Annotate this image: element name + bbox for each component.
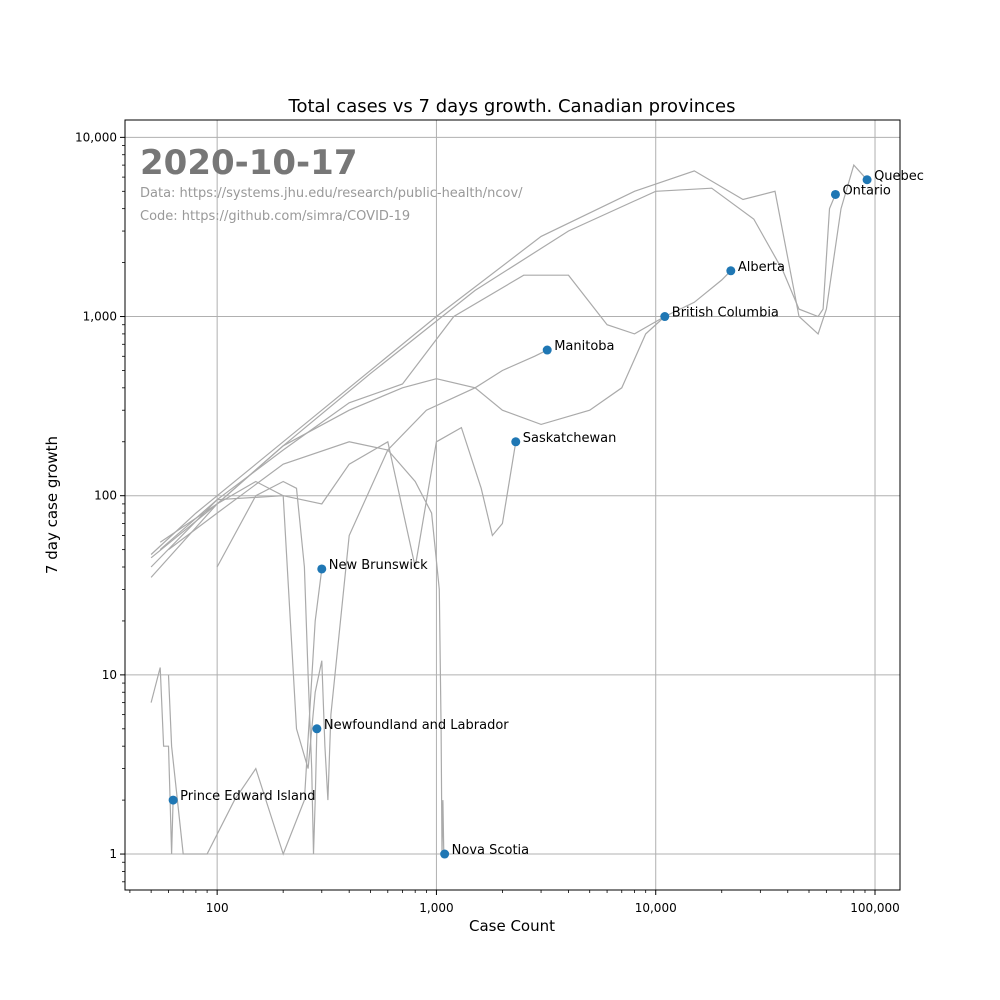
point-manitoba bbox=[542, 345, 552, 355]
data-source-credit: Data: https://systems.jhu.edu/research/p… bbox=[140, 186, 523, 201]
plot-frame bbox=[124, 119, 901, 891]
trajectory-line-prince-edward-island bbox=[150, 667, 174, 855]
point-british-columbia bbox=[660, 312, 670, 322]
trajectory-line-alberta bbox=[150, 270, 732, 568]
point-newfoundland-and-labrador bbox=[312, 724, 322, 734]
trajectory-line-nova-scotia bbox=[168, 441, 445, 855]
point-label: Ontario bbox=[842, 183, 890, 198]
code-source-credit: Code: https://github.com/simra/COVID-19 bbox=[140, 209, 410, 224]
trajectory-line-saskatchewan bbox=[159, 426, 517, 568]
x-tick-label: 100 bbox=[206, 901, 229, 915]
grid bbox=[125, 120, 900, 890]
point-label: Quebec bbox=[874, 169, 924, 184]
y-tick-label: 1,000 bbox=[83, 310, 117, 324]
point-nova-scotia bbox=[440, 849, 450, 859]
point-quebec bbox=[862, 175, 872, 185]
point-label: Manitoba bbox=[554, 339, 614, 354]
point-label: Saskatchewan bbox=[523, 431, 617, 446]
point-label: Nova Scotia bbox=[452, 843, 529, 858]
y-tick-label: 1 bbox=[109, 847, 117, 861]
x-tick-label: 100,000 bbox=[850, 901, 900, 915]
trajectory-line-manitoba bbox=[159, 349, 548, 801]
y-tick-label: 100 bbox=[94, 489, 117, 503]
axis-ticks: 100 1,000 10,000 100,000 1 10 100 1,000 10,000 bbox=[75, 130, 900, 915]
y-axis-title: 7 day case growth bbox=[43, 436, 61, 574]
y-tick-label: 10 bbox=[102, 668, 117, 682]
trajectory-line-quebec bbox=[150, 163, 868, 555]
point-alberta bbox=[726, 266, 736, 276]
point-label: Newfoundland and Labrador bbox=[324, 718, 509, 733]
point-ontario bbox=[830, 189, 840, 199]
trajectory-line-ontario bbox=[150, 187, 836, 559]
point-prince-edward-island bbox=[168, 795, 178, 805]
point-label: British Columbia bbox=[672, 306, 779, 321]
trajectory-lines bbox=[150, 163, 868, 856]
chart-title: Total cases vs 7 days growth. Canadian p… bbox=[288, 96, 736, 117]
point-label: Alberta bbox=[738, 260, 785, 275]
point-label: New Brunswick bbox=[329, 558, 428, 573]
point-label: Prince Edward Island bbox=[180, 789, 315, 804]
point-new-brunswick bbox=[317, 564, 327, 574]
y-tick-label: 10,000 bbox=[75, 130, 117, 144]
point-saskatchewan bbox=[511, 437, 521, 447]
trajectory-line-newfoundland-and-labrador bbox=[216, 480, 318, 855]
x-tick-label: 10,000 bbox=[635, 901, 677, 915]
x-tick-label: 1,000 bbox=[419, 901, 453, 915]
x-axis-title: Case Count bbox=[469, 917, 555, 935]
date-stamp: 2020-10-17 bbox=[140, 143, 357, 183]
